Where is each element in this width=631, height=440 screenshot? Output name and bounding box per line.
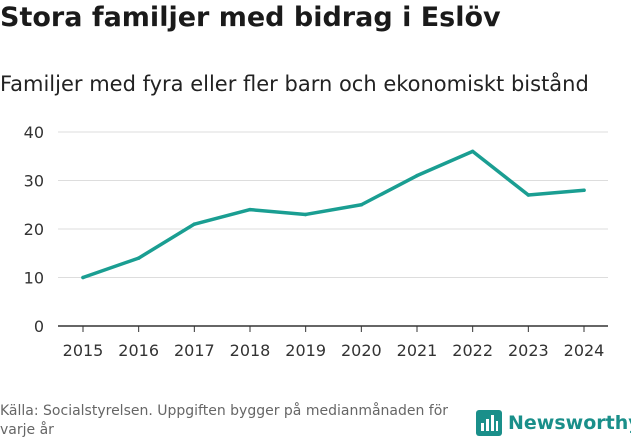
y-tick-label: 30 <box>24 172 44 191</box>
data-point <box>582 188 586 192</box>
data-point <box>303 212 308 217</box>
chart-title: Stora familjer med bidrag i Eslöv <box>0 2 501 33</box>
y-tick-label: 40 <box>24 123 44 142</box>
newsworthy-logo: Newsworthy <box>476 408 631 438</box>
x-tick-label: 2016 <box>118 341 159 360</box>
x-tick-label: 2017 <box>174 341 215 360</box>
x-tick-label: 2023 <box>508 341 549 360</box>
y-tick-label: 20 <box>24 220 44 239</box>
x-tick-label: 2015 <box>63 341 104 360</box>
y-tick-label: 0 <box>34 317 44 336</box>
data-point <box>415 173 419 178</box>
x-tick-label: 2024 <box>564 341 605 360</box>
x-axis: 2015 2016 2017 2018 2019 2020 2021 2022 2023 2024 <box>58 325 608 360</box>
gridlines <box>58 131 608 278</box>
x-tick-label: 2019 <box>285 341 326 360</box>
data-point <box>470 149 475 154</box>
series-line <box>81 149 586 280</box>
source-note: Källa: Socialstyrelsen. Uppgiften bygger… <box>0 403 449 438</box>
logo-text: Newsworthy <box>508 412 631 434</box>
data-point <box>359 203 364 207</box>
data-point <box>248 207 252 212</box>
data-point <box>192 222 197 226</box>
data-point <box>136 256 141 260</box>
data-series <box>81 149 586 280</box>
x-tick-label: 2020 <box>341 341 382 360</box>
newsworthy-logo-icon <box>476 410 502 436</box>
chart-subtitle: Familjer med fyra eller fler barn och ek… <box>0 72 589 96</box>
y-tick-label: 10 <box>24 269 44 288</box>
x-tick-label: 2018 <box>230 341 271 360</box>
x-tick-label: 2022 <box>452 341 493 360</box>
data-point <box>81 275 85 280</box>
x-tick-label: 2021 <box>397 341 438 360</box>
data-point <box>526 193 531 197</box>
y-axis-ticks: 0 10 20 30 40 <box>24 123 44 336</box>
